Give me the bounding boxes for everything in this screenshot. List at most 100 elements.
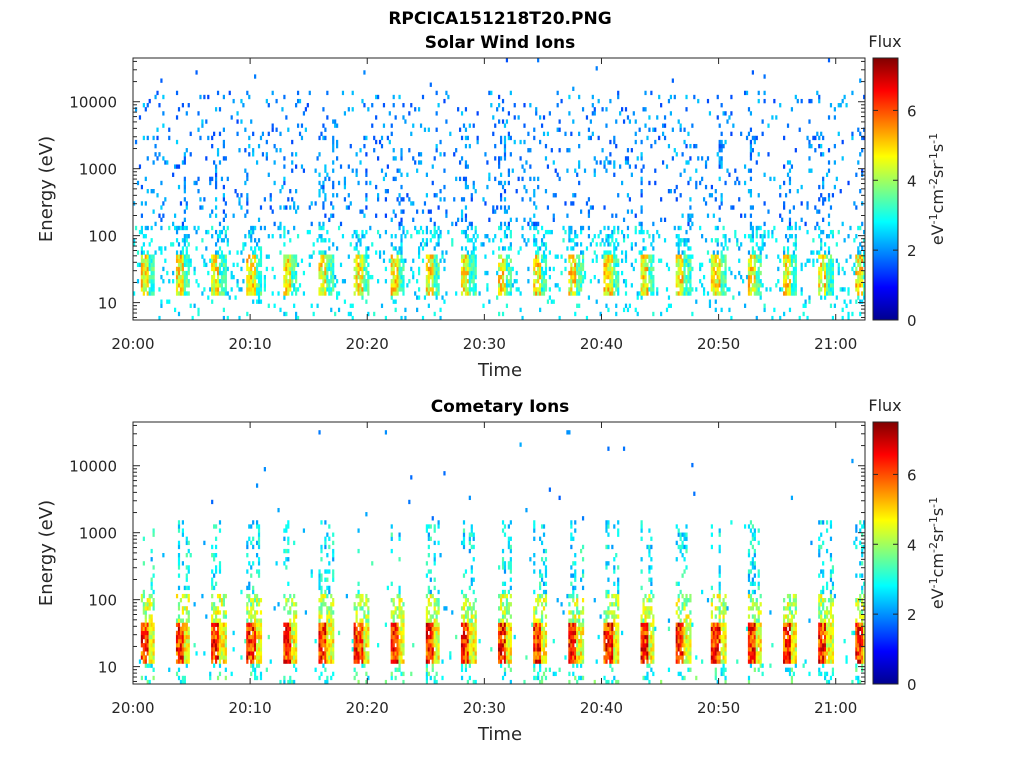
flux-cell: [831, 283, 835, 288]
flux-cell: [287, 626, 290, 632]
flux-cell: [617, 225, 620, 231]
flux-cell: [685, 160, 688, 165]
flux-cell: [462, 229, 466, 235]
flux-cell: [675, 274, 678, 280]
flux-cell: [521, 164, 524, 169]
flux-cell: [466, 647, 469, 652]
flux-cell: [505, 602, 509, 607]
flux-cell: [841, 221, 844, 227]
flux-cell: [468, 630, 471, 636]
flux-cell: [468, 626, 471, 632]
flux-cell: [652, 291, 655, 296]
flux-cell: [330, 274, 333, 280]
flux-cell: [214, 655, 218, 660]
flux-cell: [254, 626, 257, 632]
flux-cell: [371, 123, 374, 128]
flux-cell: [332, 266, 335, 272]
flux-cell: [168, 135, 171, 141]
flux-cell: [464, 647, 468, 652]
flux-cell: [361, 655, 364, 660]
flux-cell: [216, 152, 220, 157]
flux-cell: [398, 94, 401, 100]
flux-cell: [183, 225, 186, 231]
flux-cell: [613, 250, 616, 255]
flux-cell: [185, 634, 188, 640]
flux-cell: [287, 229, 290, 235]
flux-cell: [214, 242, 218, 247]
flux-cell: [829, 291, 833, 296]
flux-cell: [355, 634, 358, 640]
flux-cell: [255, 254, 259, 259]
flux-cell: [218, 262, 222, 268]
flux-cell: [499, 225, 503, 231]
flux-cell: [156, 127, 159, 132]
flux-cell: [806, 315, 809, 320]
flux-cell: [150, 651, 153, 656]
flux-cell: [462, 626, 466, 632]
flux-cell: [423, 242, 427, 247]
flux-cell: [429, 258, 432, 263]
flux-cell: [683, 139, 686, 145]
flux-cell: [425, 630, 428, 636]
flux-cell: [661, 131, 665, 137]
flux-cell: [429, 634, 432, 640]
flux-cell: [689, 291, 692, 296]
flux-cell: [396, 283, 399, 288]
flux-cell: [213, 663, 216, 668]
flux-cell: [265, 98, 268, 104]
flux-cell: [753, 139, 756, 145]
flux-cell: [783, 262, 786, 268]
flux-cell: [283, 536, 286, 541]
flux-cell: [181, 250, 184, 255]
flux-cell: [218, 561, 222, 566]
flux-cell: [224, 201, 227, 206]
flux-cell: [295, 254, 298, 259]
flux-cell: [224, 254, 227, 259]
flux-cell: [509, 647, 512, 652]
flux-cell: [593, 274, 596, 280]
flux-cell: [578, 266, 581, 272]
flux-cell: [581, 274, 585, 280]
flux-cell: [679, 225, 682, 231]
flux-cell: [138, 115, 142, 120]
flux-cell: [248, 152, 251, 157]
flux-cell: [425, 172, 428, 177]
flux-cell: [474, 622, 477, 627]
flux-cell: [474, 225, 477, 231]
flux-cell: [663, 217, 667, 222]
flux-cell: [384, 229, 388, 235]
flux-cell: [320, 606, 323, 611]
flux-cell: [244, 127, 247, 132]
flux-cell: [829, 254, 833, 259]
flux-cell: [357, 638, 360, 644]
flux-cell: [230, 671, 233, 677]
flux-cell: [291, 262, 294, 268]
flux-cell: [615, 287, 618, 292]
flux-cell: [435, 262, 438, 268]
flux-cell: [640, 209, 643, 214]
flux-cell: [187, 254, 190, 259]
flux-cell: [396, 250, 399, 255]
flux-cell: [794, 254, 797, 259]
flux-cell: [255, 598, 259, 603]
flux-cell: [783, 291, 786, 296]
flux-cell: [652, 254, 655, 259]
flux-cell: [220, 274, 224, 280]
flux-cell: [189, 553, 192, 558]
flux-cell: [144, 643, 147, 648]
flux-cell: [783, 201, 786, 206]
flux-cell: [607, 283, 610, 288]
flux-cell: [320, 131, 323, 137]
flux-cell: [363, 266, 366, 272]
flux-cell: [261, 131, 265, 137]
flux-cell: [353, 643, 356, 648]
flux-cell: [786, 123, 790, 128]
flux-cell: [396, 643, 399, 648]
flux-cell: [529, 225, 532, 231]
flux-cell: [318, 606, 321, 611]
flux-cell: [609, 270, 612, 276]
flux-cell: [177, 553, 181, 558]
flux-cell: [148, 266, 151, 272]
flux-cell: [236, 283, 239, 288]
flux-cell: [183, 238, 186, 243]
